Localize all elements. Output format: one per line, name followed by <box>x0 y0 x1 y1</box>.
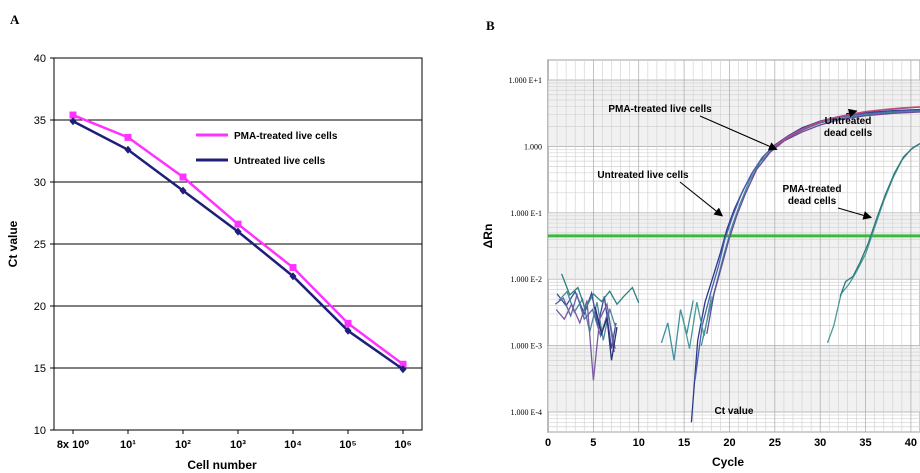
panel-a-x-ticks: 8x 10⁰ 10¹ 10² 10³ 10⁴ 10⁵ 10⁶ <box>57 430 412 451</box>
panel-a-y-tick-label: 30 <box>34 177 46 189</box>
panel-a-point <box>234 220 242 228</box>
panel-a-x-axis-title: Cell number <box>187 458 257 472</box>
panel-b-curve-noise-3 <box>555 300 615 381</box>
panel-a-y-tick-label: 10 <box>34 425 46 437</box>
panel-b-annotation-untreated-dead-cells: Untreated <box>825 116 872 127</box>
panel-a-y-tick-label: 25 <box>34 239 46 251</box>
panel-b-x-tick-label: 5 <box>590 437 596 449</box>
panel-a-point <box>289 272 297 281</box>
panel-b-x-tick-label: 40 <box>905 437 917 449</box>
panel-a-y-tick-label: 20 <box>34 301 46 313</box>
panel-b-gridlines <box>547 59 920 433</box>
panel-b-x-tick-label: 0 <box>545 437 551 449</box>
panel-b-curve-live-2 <box>694 109 920 381</box>
panel-b-annotation-ct-value: Ct value <box>715 406 754 417</box>
panel-b-label: B <box>486 18 495 33</box>
panel-b-y-tick-label: 1.000 E+1 <box>509 76 542 85</box>
panel-a-point <box>399 365 407 374</box>
panel-a-x-tick-label: 10¹ <box>120 439 136 451</box>
panel-a-gridlines <box>54 119 422 369</box>
panel-a-x-tick-label: 8x 10⁰ <box>57 439 90 451</box>
panel-b-curve-noise-7 <box>660 300 694 361</box>
panel-b-y-ticks: 1.000 E-4 1.000 E-3 1.000 E-2 1.000 E-1 1.00… <box>509 76 542 417</box>
panel-a-y-tick-label: 15 <box>34 363 46 375</box>
panel-a-legend-label: Untreated live cells <box>234 156 326 167</box>
panel-b-x-tick-label: 20 <box>723 437 735 449</box>
panel-a-x-tick-label: 10³ <box>230 439 246 451</box>
panel-b-grid-band <box>548 345 920 413</box>
panel-b-y-tick-label: 1.000 E-1 <box>510 209 542 218</box>
panel-b-annotation-untreated-live-cells: Untreated live cells <box>597 170 689 181</box>
panel-a-y-tick-label: 35 <box>34 115 46 127</box>
panel-a-point <box>234 227 242 236</box>
panel-b-curve-noise-5 <box>554 292 616 349</box>
panel-a-point <box>179 186 187 195</box>
panel-a-series <box>69 111 407 374</box>
panel-b-curve-noise-8 <box>681 296 712 349</box>
panel-a-point <box>124 145 132 154</box>
panel-a-point <box>399 360 407 368</box>
panel-b-x-tick-label: 35 <box>859 437 871 449</box>
panel-b-annotation-pma-treated-dead-cells: dead cells <box>788 196 837 207</box>
panel-b-annotation-untreated-dead-cells: dead cells <box>824 128 873 139</box>
panel-b-y-axis-title: ΔRn <box>481 224 495 249</box>
panel-a-y-axis-title: Ct value <box>6 220 20 267</box>
panel-a-legend: PMA-treated live cells Untreated live cel… <box>196 131 338 167</box>
panel-b-x-tick-label: 30 <box>814 437 826 449</box>
panel-b-y-tick-label: 1.000 <box>524 142 542 151</box>
panel-b-annotation-arrow <box>679 181 724 217</box>
panel-b-annotation-arrow <box>845 108 858 118</box>
panel-a-point <box>124 133 132 141</box>
panel-a-point <box>179 173 187 181</box>
panel-a-y-ticks: 10 15 20 25 30 35 40 <box>34 53 54 437</box>
panel-b-y-tick-label: 1.000 E-3 <box>510 342 542 351</box>
panel-a-point <box>289 264 297 272</box>
panel-b-annotation-pma-treated-dead-cells: PMA-treated <box>783 184 842 195</box>
panel-a-point <box>344 326 352 335</box>
panel-b-curve-noise-1 <box>556 290 617 349</box>
panel-a-legend-label: PMA-treated live cells <box>234 131 338 142</box>
panel-a-point <box>69 117 77 126</box>
panel-b-x-tick-label: 10 <box>633 437 645 449</box>
panel-a-label: A <box>10 12 20 27</box>
panel-b-x-tick-label: 25 <box>769 437 781 449</box>
panel-b-annotation-arrow <box>837 207 873 220</box>
panel-b-annotation-pma-treated-live-cells: PMA-treated live cells <box>608 104 712 115</box>
panel-b-curve-noise-4 <box>560 273 640 311</box>
panel-a-y-tick-label: 40 <box>34 53 46 65</box>
panel-b-curve-dead-pma-2 <box>839 143 920 297</box>
panel-a-point <box>344 319 352 327</box>
panel-b-x-ticks: 0 5 10 15 20 25 30 35 40 <box>545 437 917 449</box>
panel-b-y-tick-label: 1.000 E-4 <box>510 408 542 417</box>
panel-b-curve-dead-untreated-2 <box>774 106 920 147</box>
panel-a-x-tick-label: 10⁴ <box>284 439 302 451</box>
panel-a-x-tick-label: 10² <box>175 439 191 451</box>
panel-a-point <box>69 111 77 119</box>
panel-b-annotations: PMA-treated live cells Untreated live cel… <box>597 104 872 417</box>
panel-a-x-tick-label: 10⁵ <box>339 439 356 451</box>
panel-b-y-tick-label: 1.000 E-2 <box>510 275 542 284</box>
panel-b-annotation-arrow <box>699 115 778 151</box>
panel-b-x-tick-label: 15 <box>678 437 690 449</box>
panel-a-x-tick-label: 10⁶ <box>394 439 411 451</box>
panel-a: A 10 15 20 25 30 35 40 8x 10⁰ 10¹ 10² 10³ 10⁴ 10⁵ 10… <box>6 12 423 472</box>
panel-b: B 1.000 E-41.000 E-31.000 E-21.000 E-11.… <box>481 18 920 469</box>
panel-b-curve-noise-6 <box>594 306 618 361</box>
panel-b-x-axis-title: Cycle <box>712 455 744 469</box>
